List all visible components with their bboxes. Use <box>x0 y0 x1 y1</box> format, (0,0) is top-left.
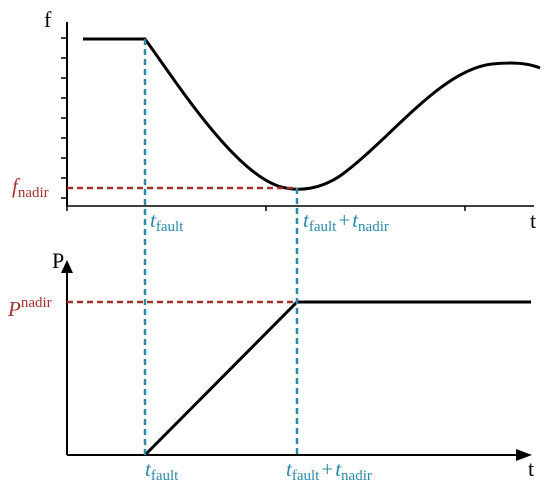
top-plot: f t <box>44 7 541 233</box>
f-nadir-label: fnadir <box>12 174 49 201</box>
frequency-curve <box>83 37 541 191</box>
guide-lines <box>67 39 299 455</box>
bottom-t-fault-label: tfault <box>145 457 179 484</box>
bottom-plot: P t <box>52 248 534 481</box>
top-x-ticks <box>66 206 466 211</box>
top-t-fault-label: tfault <box>150 208 184 235</box>
top-t-fault-plus-nadir-label: tfault+tnadir <box>303 208 389 235</box>
bottom-t-fault-plus-nadir-label: tfault+tnadir <box>286 457 372 484</box>
bottom-x-arrowhead <box>516 449 532 461</box>
top-y-ticks <box>61 37 67 199</box>
bottom-x-axis-label: t <box>528 456 534 481</box>
bottom-y-axis-label: P <box>52 248 64 273</box>
p-nadir-label: Pnadir <box>7 295 52 321</box>
bottom-y-arrowhead <box>61 260 73 273</box>
power-curve <box>143 300 531 457</box>
top-x-axis-label: t <box>530 208 536 233</box>
top-y-axis-label: f <box>44 7 52 32</box>
